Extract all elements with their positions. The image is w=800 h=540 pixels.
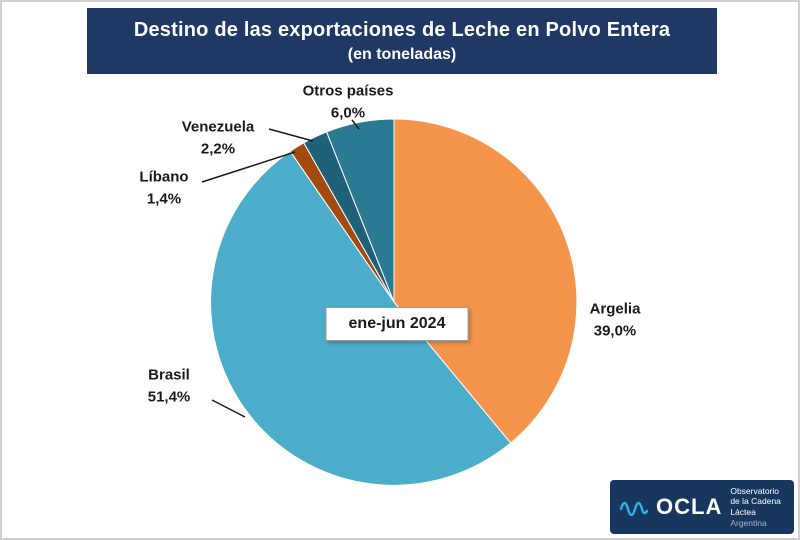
period-label: ene-jun 2024 (325, 307, 469, 341)
leader-lines (201, 119, 360, 418)
chart-title-line1: Destino de las exportaciones de Leche en… (133, 18, 671, 41)
logo-org-text: Observatorio de la Cadena Láctea Argenti… (730, 486, 786, 529)
label-libano: Líbano 1,4% (139, 166, 188, 210)
logo-acronym: OCLA (656, 494, 723, 519)
label-libano-pct: 1,4% (146, 190, 182, 207)
pie-slice-otros-países (325, 118, 395, 303)
pie-slice-argelia (393, 118, 578, 444)
logo-org-line1: Observatorio (730, 485, 779, 496)
label-brasil-pct: 51,4% (147, 388, 191, 405)
ocla-logo-badge: OCLA Observatorio de la Cadena Láctea Ar… (610, 480, 794, 534)
chart-title-line2: (en toneladas) (347, 45, 457, 63)
label-brasil: Brasil 51,4% (148, 364, 191, 408)
label-argelia: Argelia 39,0% (590, 298, 641, 342)
logo-org-line3: Argentina (730, 517, 767, 528)
leader-line-libano (201, 151, 296, 183)
label-venezuela-name: Venezuela (181, 118, 255, 136)
chart-title: Destino de las exportaciones de Leche en… (87, 8, 717, 74)
label-argelia-pct: 39,0% (593, 322, 637, 339)
label-otros-paises-name: Otros países (302, 82, 394, 100)
leader-line-brasil (211, 399, 246, 418)
label-venezuela: Venezuela 2,2% (182, 116, 255, 160)
leader-line-venezuela (268, 128, 314, 142)
label-otros-paises-pct: 6,0% (330, 104, 366, 121)
label-argelia-name: Argelia (589, 300, 641, 318)
logo-org-line2: de la Cadena Láctea (730, 496, 781, 517)
label-brasil-name: Brasil (148, 366, 190, 384)
label-libano-name: Líbano (139, 168, 189, 186)
pie-slices (210, 118, 578, 486)
label-venezuela-pct: 2,2% (200, 140, 236, 157)
label-otros-paises: Otros países 6,0% (303, 80, 394, 124)
leader-line-otros-paises (351, 119, 360, 130)
wave-icon (618, 494, 650, 521)
